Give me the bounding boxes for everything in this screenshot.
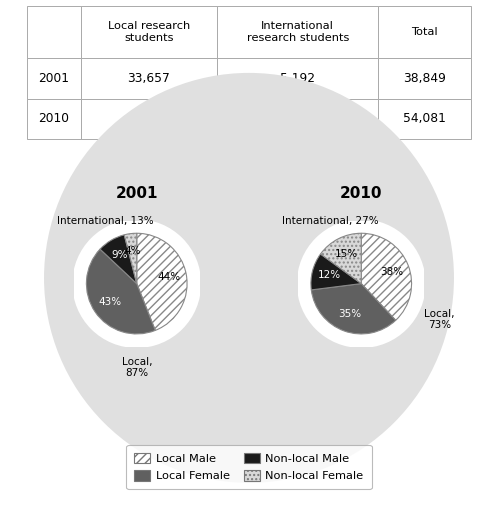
Wedge shape <box>311 284 396 334</box>
Text: International, 27%: International, 27% <box>282 216 378 226</box>
Text: 2001: 2001 <box>116 185 158 201</box>
Wedge shape <box>321 233 361 284</box>
Text: 9%: 9% <box>112 250 128 261</box>
Legend: Local Male, Local Female, Non-local Male, Non-local Female: Local Male, Local Female, Non-local Male… <box>126 444 372 489</box>
Wedge shape <box>100 235 137 284</box>
Text: International, 13%: International, 13% <box>57 216 154 226</box>
Text: 43%: 43% <box>98 297 121 307</box>
Text: 2010: 2010 <box>340 185 382 201</box>
Wedge shape <box>124 233 137 284</box>
Ellipse shape <box>44 73 454 483</box>
Text: 44%: 44% <box>157 272 180 283</box>
Text: 12%: 12% <box>318 270 341 281</box>
Text: Local,
87%: Local, 87% <box>122 356 152 378</box>
Wedge shape <box>361 233 411 321</box>
Text: 38%: 38% <box>380 267 403 276</box>
Circle shape <box>297 219 426 348</box>
Text: 4%: 4% <box>124 246 141 256</box>
Wedge shape <box>311 254 361 290</box>
Text: Local,
73%: Local, 73% <box>424 309 455 330</box>
Wedge shape <box>137 233 187 330</box>
Wedge shape <box>87 249 155 334</box>
Text: 35%: 35% <box>339 309 362 319</box>
Text: 15%: 15% <box>335 249 358 260</box>
Circle shape <box>72 219 201 348</box>
